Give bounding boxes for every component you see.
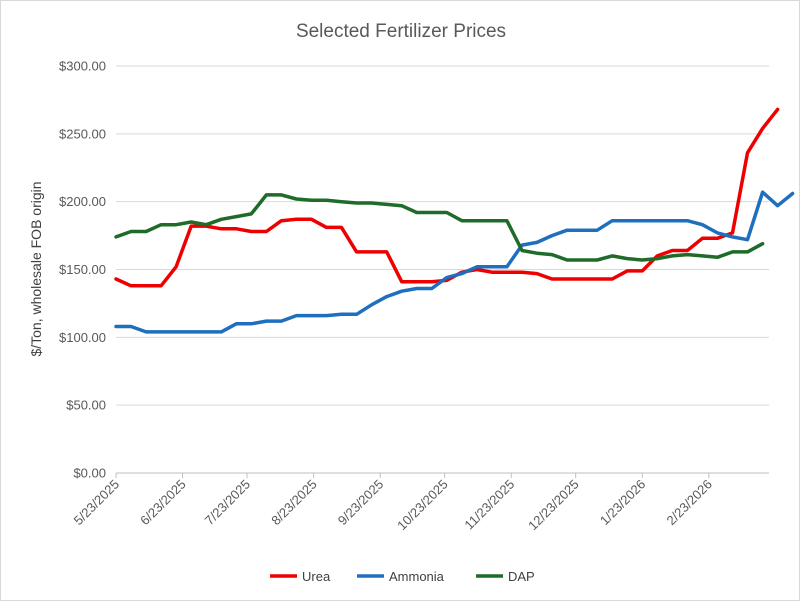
gridlines — [116, 65, 769, 474]
series-lines — [114, 107, 795, 334]
y-tick-label: $250.00 — [59, 126, 106, 141]
y-tick-label: $300.00 — [59, 59, 106, 74]
y-tick-label: $150.00 — [59, 262, 106, 277]
y-tick-label: $50.00 — [66, 398, 106, 413]
x-tick-label: 9/23/2025 — [335, 477, 387, 529]
y-tick-label: $100.00 — [59, 330, 106, 345]
x-tick-label: 2/23/2026 — [663, 477, 715, 529]
legend-item-dap: DAP — [476, 569, 535, 584]
y-tick-label: $200.00 — [59, 194, 106, 209]
legend: Urea Ammonia DAP — [270, 569, 535, 584]
x-tick-label: 7/23/2025 — [202, 477, 254, 529]
x-tick-label: 10/23/2025 — [394, 477, 451, 534]
x-tick-label: 8/23/2025 — [268, 477, 320, 529]
legend-label: DAP — [508, 569, 535, 584]
legend-item-urea: Urea — [270, 569, 331, 584]
series-line-dap — [114, 193, 765, 262]
y-axis-ticks: $0.00 $50.00 $100.00 $150.00 $200.00 $250.00 $… — [59, 59, 106, 481]
legend-label: Urea — [302, 569, 331, 584]
series-line-urea — [114, 107, 780, 288]
x-tick-label: 1/23/2026 — [597, 477, 649, 529]
x-axis-ticks: 5/23/2025 6/23/2025 7/23/2025 8/23/2025 9/23… — [71, 473, 715, 533]
series-line-ammonia — [114, 190, 795, 334]
chart-title: Selected Fertilizer Prices — [296, 21, 506, 42]
x-tick-label: 6/23/2025 — [137, 477, 189, 529]
x-tick-label: 5/23/2025 — [71, 477, 123, 529]
x-tick-label: 12/23/2025 — [525, 477, 582, 534]
y-tick-label: $0.00 — [73, 466, 106, 481]
legend-label: Ammonia — [389, 569, 445, 584]
y-axis-label: $/Ton, wholesale FOB origin — [28, 181, 44, 356]
x-tick-label: 11/23/2025 — [461, 477, 517, 533]
legend-item-ammonia: Ammonia — [357, 569, 445, 584]
